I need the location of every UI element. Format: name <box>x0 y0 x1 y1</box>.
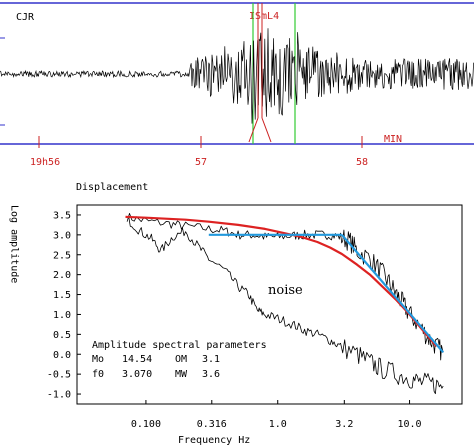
series-line-signal-spectrum <box>126 213 444 361</box>
y-tick-label: 0.0 <box>53 350 71 361</box>
y-tick-label: 0.5 <box>53 330 71 341</box>
y-tick-label: -0.5 <box>47 370 71 381</box>
param-key: MW <box>175 369 188 380</box>
x-tick-label: 10.0 <box>397 419 421 430</box>
spectrum-panel: Displacement Log amplitude 3.5 3.0 2.5 2.0 1… <box>9 182 463 446</box>
spectrum-series <box>125 213 445 395</box>
time-tick-label: 57 <box>195 157 207 168</box>
y-tick-label: -1.0 <box>47 390 71 401</box>
station-label: CJR <box>16 12 35 23</box>
x-tick-label: 1.0 <box>269 419 287 430</box>
y-tick-label: 1.0 <box>53 310 71 321</box>
x-axis-label: Frequency Hz <box>178 435 250 446</box>
param-key: OM <box>175 354 187 365</box>
y-tick-label: 3.0 <box>53 230 71 241</box>
series-line-noise <box>127 216 444 395</box>
time-tick-label: 19h56 <box>30 157 60 168</box>
y-axis-label: Log amplitude <box>9 205 20 283</box>
seismogram-panel: CJR ISmL4 MIN 19h56 57 58 <box>0 2 474 168</box>
series-line-model-fit <box>125 215 438 348</box>
parameters-heading: Amplitude spectral parameters <box>92 340 267 351</box>
plot-frame <box>76 204 463 405</box>
param-value: 3.6 <box>202 369 220 380</box>
x-tick-label: 0.100 <box>131 419 161 430</box>
x-tick-label: 3.2 <box>335 419 353 430</box>
series-line-decay-asymptote <box>341 234 445 354</box>
param-value: 14.54 <box>122 354 152 365</box>
seismogram-trace <box>0 28 474 124</box>
y-tick-label: 3.5 <box>53 210 71 221</box>
param-key: f0 <box>92 369 104 380</box>
param-value: 3.1 <box>202 354 220 365</box>
time-unit-label: MIN <box>384 134 402 145</box>
spectral-parameters: Amplitude spectral parameters Mo 14.54 O… <box>92 340 267 380</box>
param-value: 3.070 <box>122 369 152 380</box>
spectrum-title: Displacement <box>76 182 148 193</box>
noise-annotation: noise <box>268 283 303 298</box>
time-tick-label: 58 <box>356 157 368 168</box>
pick-marker <box>261 117 272 143</box>
y-tick-label: 1.5 <box>53 290 71 301</box>
param-key: Mo <box>92 354 104 365</box>
x-axis-ticks: 0.100 0.316 1.0 3.2 10.0 <box>131 400 422 430</box>
y-tick-label: 2.5 <box>53 250 71 261</box>
x-tick-label: 0.316 <box>197 419 227 430</box>
y-axis-ticks: 3.5 3.0 2.5 2.0 1.5 1.0 0.5 0.0 -0.5 -1.0 <box>47 210 81 401</box>
pick-label: ISmL4 <box>249 11 279 22</box>
y-tick-label: 2.0 <box>53 270 71 281</box>
pick-marker <box>248 117 259 143</box>
